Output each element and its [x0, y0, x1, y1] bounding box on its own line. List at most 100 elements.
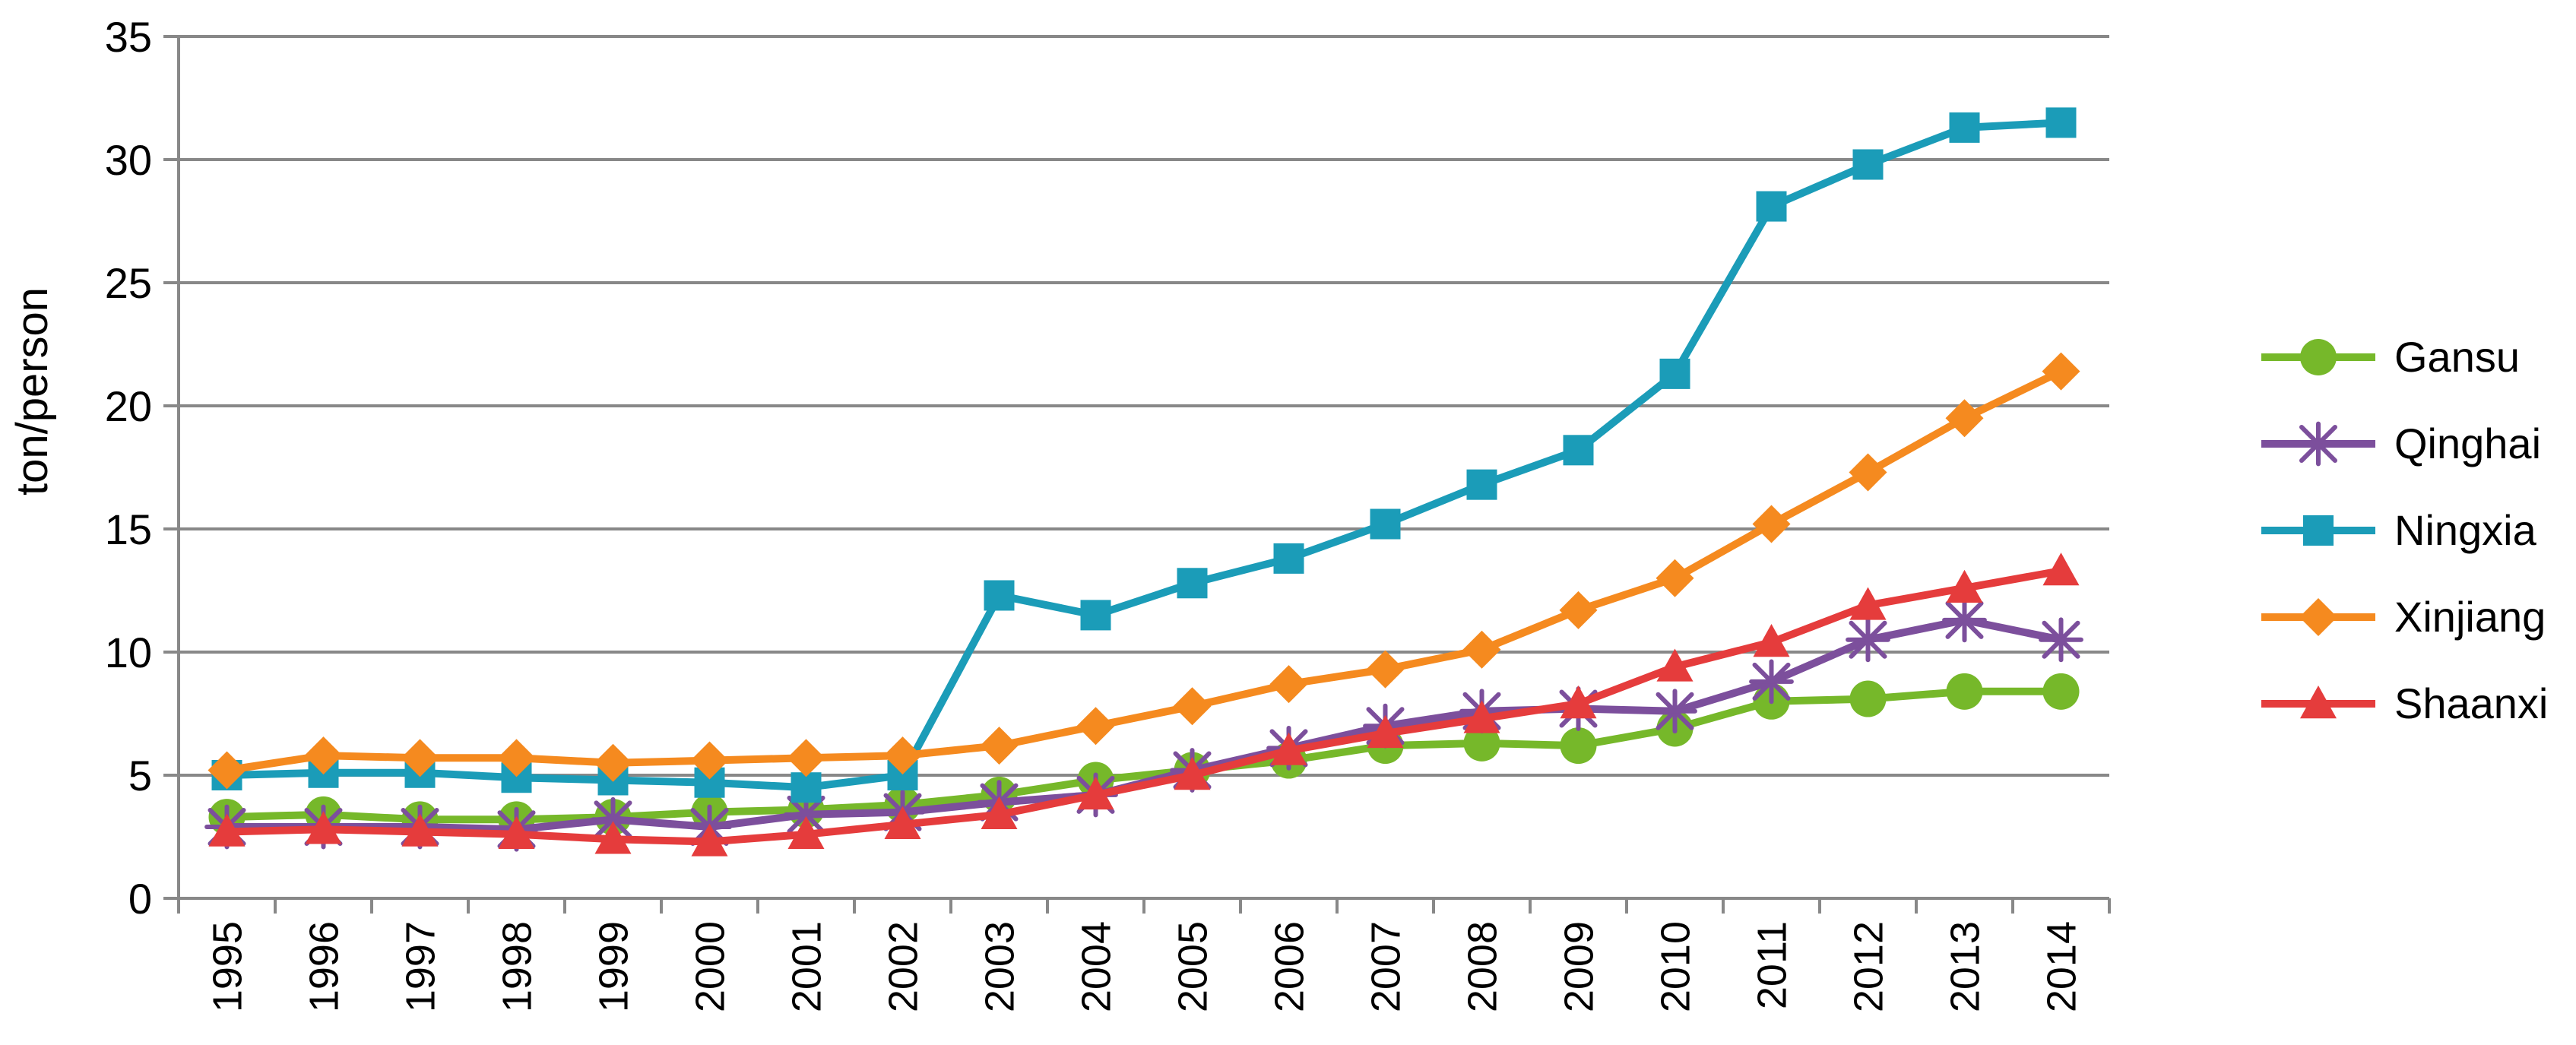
x-tick-label: 2003	[977, 921, 1023, 1012]
data-point-xinjiang	[2042, 352, 2080, 391]
data-point-ningxia	[1563, 435, 1594, 466]
data-point-shaanxi	[981, 796, 1018, 830]
data-point-shaanxi	[1560, 686, 1597, 719]
data-point-qinghai	[1749, 659, 1794, 705]
data-point-gansu	[1946, 673, 1983, 710]
x-tick-label: 1995	[205, 921, 251, 1012]
y-tick-label: 5	[128, 752, 152, 800]
series-line-ningxia	[223, 119, 2065, 792]
data-point-ningxia	[1177, 568, 1208, 599]
data-point-shaanxi	[1174, 757, 1211, 790]
data-point-xinjiang	[304, 736, 343, 775]
data-point-xinjiang	[1752, 505, 1791, 543]
data-point-shaanxi	[1367, 714, 1404, 749]
data-point-ningxia	[984, 580, 1015, 611]
y-tick-label: 10	[105, 629, 152, 676]
data-point-ningxia	[1659, 358, 1690, 389]
legend-label: Ningxia	[2394, 506, 2537, 554]
data-point-xinjiang	[1269, 665, 1308, 704]
series-xinjiang	[208, 352, 2080, 790]
data-point-xinjiang	[401, 739, 439, 777]
y-tick-labels: 0 5 10 15 20 25 30 35	[105, 13, 152, 923]
x-tick-label: 2009	[1557, 921, 1602, 1012]
x-tick-label: 1999	[591, 921, 637, 1012]
data-point-xinjiang	[1462, 630, 1501, 669]
x-tick-label: 1997	[398, 921, 444, 1012]
data-point-xinjiang	[497, 739, 536, 777]
data-point-qinghai	[1846, 617, 1890, 663]
x-tick-label: 2013	[1943, 921, 1988, 1012]
y-tick-label: 15	[105, 505, 152, 553]
legend-item-ningxia: Ningxia	[2261, 506, 2537, 554]
data-point-xinjiang	[980, 727, 1019, 765]
legend-item-qinghai: Qinghai	[2261, 420, 2541, 467]
data-point-shaanxi	[1463, 700, 1500, 733]
legend-marker	[2296, 421, 2341, 467]
x-tick-label: 2006	[1267, 921, 1313, 1012]
data-point-xinjiang	[208, 751, 246, 790]
data-point-shaanxi	[401, 813, 439, 847]
x-tick-label: 2007	[1364, 921, 1409, 1012]
data-point-xinjiang	[883, 736, 922, 775]
data-point-xinjiang	[594, 743, 632, 782]
legend: Gansu Qinghai Ningxia Xinjiang Shaanxi	[2261, 333, 2548, 727]
data-point-shaanxi	[594, 821, 632, 854]
data-point-xinjiang	[1849, 453, 1887, 492]
data-point-shaanxi	[1270, 732, 1307, 765]
legend-label: Gansu	[2394, 333, 2520, 381]
legend-marker	[2300, 686, 2337, 719]
data-point-shaanxi	[1753, 624, 1790, 657]
data-point-shaanxi	[1946, 569, 1983, 603]
data-point-gansu	[1463, 724, 1500, 762]
y-tick-label: 20	[105, 382, 152, 430]
axes	[163, 35, 2111, 914]
data-point-gansu	[1849, 680, 1887, 717]
legend-marker	[2303, 515, 2334, 546]
x-tick-label: 2010	[1653, 921, 1699, 1012]
legend-item-gansu: Gansu	[2261, 333, 2520, 381]
x-tick-label: 2011	[1750, 921, 1795, 1009]
data-point-gansu	[1560, 727, 1597, 765]
legend-marker	[2299, 598, 2337, 636]
data-point-shaanxi	[884, 806, 921, 839]
data-point-shaanxi	[498, 815, 535, 849]
data-point-ningxia	[1273, 543, 1304, 574]
data-point-ningxia	[2045, 107, 2077, 138]
data-point-qinghai	[2039, 617, 2083, 663]
data-point-ningxia	[1756, 191, 1787, 222]
data-point-ningxia	[1852, 149, 1884, 180]
y-axis-label: ton/person	[8, 287, 57, 496]
x-tick-label: 2012	[1846, 921, 1892, 1012]
data-point-ningxia	[791, 772, 822, 803]
data-point-xinjiang	[690, 741, 729, 780]
x-tick-labels: 1995 1996 1997 1998 1999 2000 2001 2002 2003 2004…	[205, 921, 2085, 1012]
x-tick-label: 1996	[302, 921, 347, 1012]
series-qinghai	[204, 597, 2083, 852]
data-point-shaanxi	[1849, 587, 1887, 620]
data-point-shaanxi	[1656, 648, 1694, 682]
legend-item-xinjiang: Xinjiang	[2261, 593, 2546, 641]
data-point-xinjiang	[1559, 591, 1598, 629]
data-point-shaanxi	[691, 823, 728, 857]
x-tick-label: 2000	[688, 921, 734, 1012]
x-tick-label: 2002	[881, 921, 927, 1012]
y-tick-label: 0	[128, 875, 152, 923]
y-tick-label: 30	[105, 136, 152, 184]
x-tick-label: 2001	[784, 921, 830, 1012]
data-point-xinjiang	[1656, 559, 1694, 597]
data-point-xinjiang	[1076, 707, 1115, 746]
x-tick-label: 2005	[1171, 921, 1216, 1012]
data-point-ningxia	[1949, 112, 1980, 143]
legend-label: Qinghai	[2394, 420, 2541, 467]
data-point-qinghai	[1652, 689, 1697, 734]
legend-marker	[2300, 339, 2337, 375]
x-tick-label: 2004	[1074, 921, 1120, 1012]
data-point-shaanxi	[787, 815, 825, 849]
data-point-ningxia	[1370, 508, 1401, 540]
data-point-qinghai	[1942, 597, 1987, 643]
data-point-ningxia	[1466, 469, 1497, 500]
legend-item-shaanxi: Shaanxi	[2261, 679, 2548, 727]
series-line-shaanxi	[223, 567, 2065, 846]
data-point-gansu	[2042, 673, 2080, 710]
